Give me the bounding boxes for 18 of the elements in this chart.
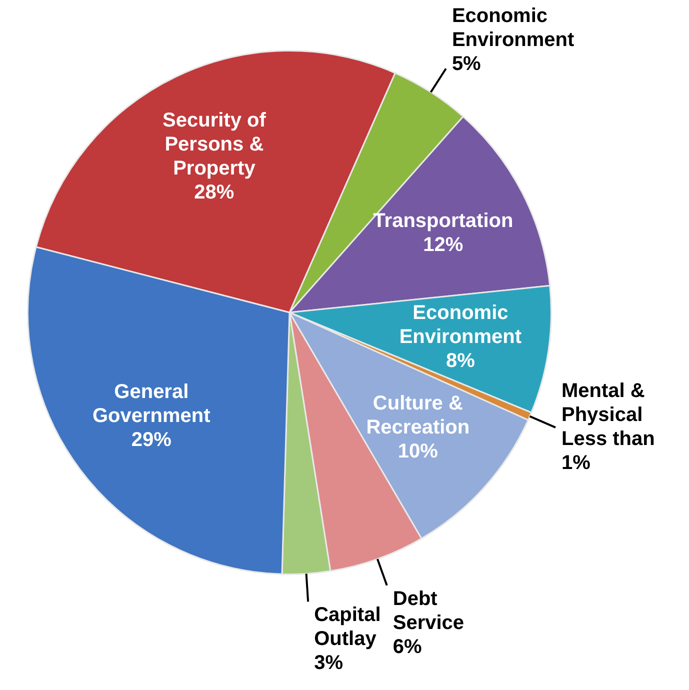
- slice-label: General Government: [92, 380, 211, 427]
- slice-label: Economic Environment: [399, 302, 522, 348]
- data-label: 29%: [131, 428, 172, 451]
- data-label: 5%: [452, 53, 482, 76]
- slice-label: Culture & Recreation: [366, 392, 470, 439]
- data-label: 28%: [194, 182, 234, 204]
- slice-label: Debt Service: [392, 588, 464, 634]
- data-label: 8%: [446, 350, 476, 372]
- data-label: Less than 1%: [561, 428, 655, 474]
- slice-label: Mental & Physical: [561, 380, 645, 426]
- data-label: 3%: [314, 652, 344, 674]
- slice-label: Capital Outlay: [314, 604, 381, 650]
- slice-label: Security of Persons & Property: [162, 110, 266, 180]
- data-label: 6%: [392, 636, 422, 658]
- data-label: 10%: [398, 440, 438, 463]
- slice-label: Transportation: [373, 210, 514, 232]
- data-label: 12%: [423, 234, 464, 256]
- slice-label: Economic Environment: [452, 5, 575, 52]
